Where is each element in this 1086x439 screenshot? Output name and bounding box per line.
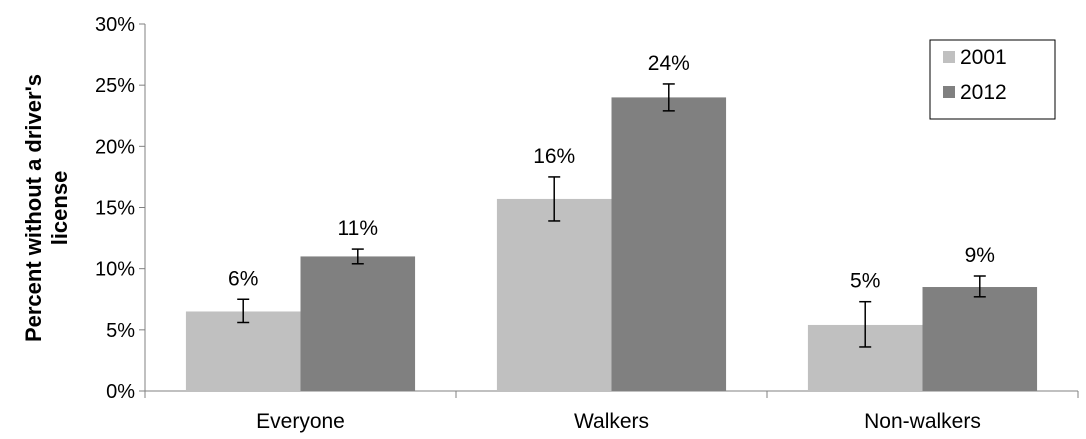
legend-label-2001: 2001 [960,46,1007,69]
bar-2012-non-walkers [922,287,1038,391]
data-labels: 6% 16% 5% 11% 24% 9% [228,52,995,293]
bar-2012-walkers [611,97,727,392]
y-tick-label: 30% [95,14,135,36]
data-label: 16% [533,145,575,168]
data-label: 11% [338,217,378,240]
error-bars [237,83,986,348]
y-tick-label: 20% [95,136,135,158]
data-label: 9% [965,244,995,267]
data-label: 6% [228,267,258,290]
legend-swatch-2012 [943,86,955,98]
legend-label-2012: 2012 [960,81,1007,104]
data-label: 5% [850,270,880,293]
y-axis-title: Percent without a driver's license [21,74,72,342]
legend-swatch-2001 [943,51,955,63]
y-tick-label: 5% [106,320,135,342]
y-tick-label: 25% [95,75,135,97]
bars [185,97,1038,392]
y-tick-label: 15% [95,198,135,220]
bar-2001-walkers [496,198,612,391]
x-category-label: Non-walkers [864,410,981,433]
y-tick-label: 0% [106,381,135,403]
legend: 2001 2012 [929,39,1056,120]
x-category-label: Everyone [256,410,345,433]
y-axis-title-line-2: license [47,171,72,246]
bar-2012-everyone [300,256,416,391]
x-category-label: Walkers [574,410,649,433]
bar-2001-everyone [185,311,301,391]
y-tick-label: 10% [95,259,135,281]
data-label: 24% [648,52,690,75]
axes: 0% 5% 10% 15% 20% 25% 30% Everyone Walkers Non-wa… [95,14,1079,433]
y-axis-title-line-1: Percent without a driver's [21,74,46,342]
